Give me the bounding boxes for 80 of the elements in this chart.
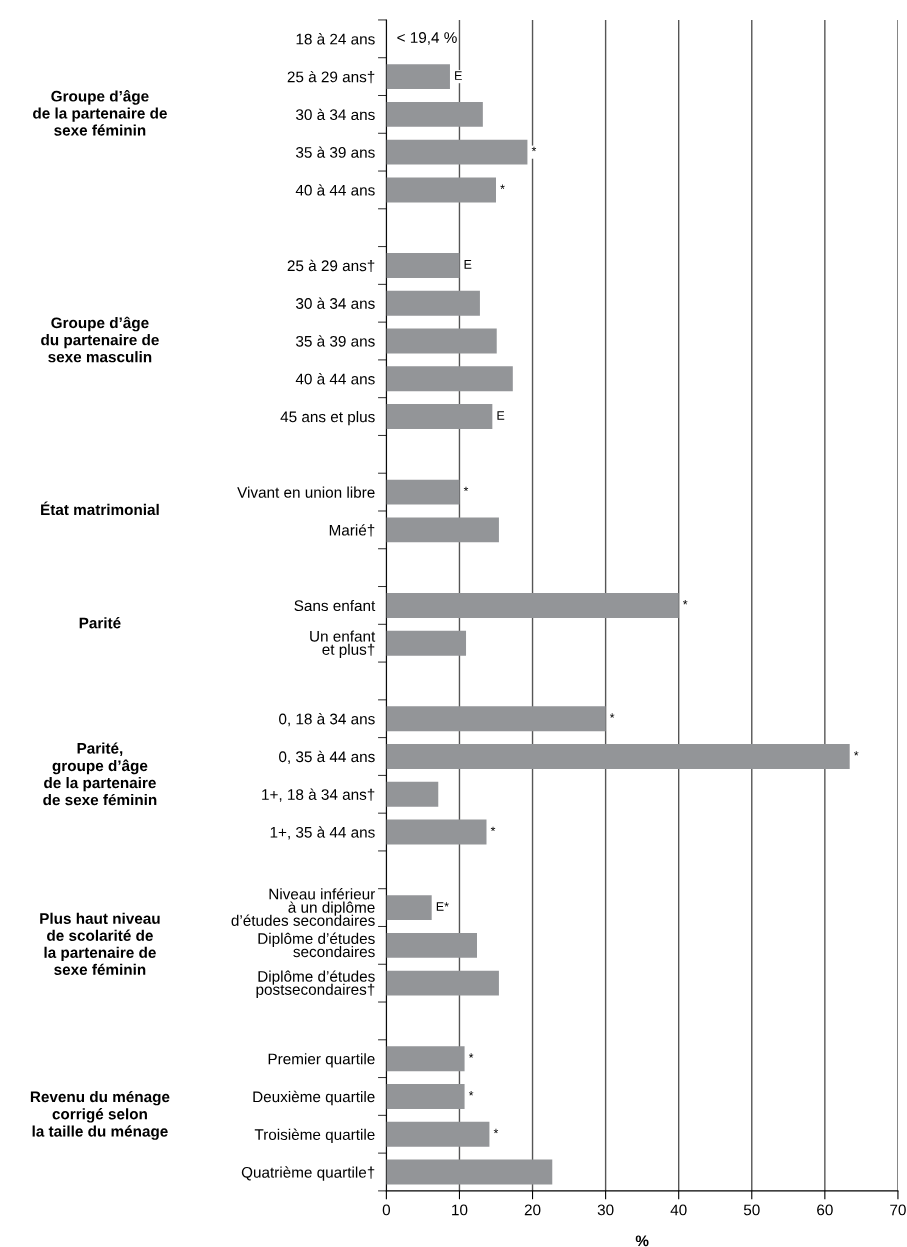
y-tick-label: 0, 35 à 44 ans [279,750,375,764]
y-tick-label: 35 à 39 ans [296,335,375,347]
data-label: * [490,826,496,832]
data-label: * [609,713,615,718]
y-tick-label: 35 à 39 ans [296,146,375,158]
data-label: E [464,260,472,269]
text: Groupe d’âge du partenaire de sexe masculin [41,316,159,363]
data-label: * [468,1091,474,1096]
bar [386,139,528,165]
y-tick-label: 0, 18 à 34 ans [279,713,375,727]
text: Plus haut niveau de scolarité de la partenaire de sexe féminin [40,912,160,975]
bar [386,366,513,392]
y-tick-label: Niveau inférieur à un diplôme d’études secondaires [231,888,376,926]
data-label: E [497,411,505,420]
y-tick-label: 40 à 44 ans [295,184,375,196]
y-tick-label: 1+, 35 à 44 ans [270,826,375,840]
text: Revenu du ménage corrigé selon la taille du ménage [30,1090,170,1140]
text: < 19,4 % [397,32,457,45]
y-tick-label: 30 à 34 ans [296,297,375,309]
y-tick-label: Diplôme d’études secondaires [258,932,375,958]
data-label: * [463,486,469,492]
bar [386,328,497,354]
y-tick-label: Diplôme d’études postsecondaires† [256,970,375,998]
bar [386,1046,465,1072]
x-tick-label: 0 [382,1204,391,1216]
x-tick-label: 30 [597,1204,614,1216]
x-tick-label: 40 [670,1204,687,1216]
y-tick-label: Marié† [329,524,375,537]
y-tick-label: 25 à 29 ans† [287,70,375,84]
text: Parité, groupe d’âge de la partenaire de sexe féminin [43,742,157,806]
y-tick-label: 40 à 44 ans [295,373,375,385]
bar [386,101,483,127]
y-tick-label: 18 à 24 ans [296,33,375,45]
y-tick-label: 30 à 34 ans [296,108,375,121]
bar [386,706,606,732]
bar [386,253,460,278]
data-label: E [455,71,462,80]
x-tick-label: 10 [452,1204,468,1216]
x-axis-title: % [635,1235,649,1247]
data-label: * [468,1053,474,1058]
bar [386,1121,490,1147]
bar [386,1083,465,1109]
x-tick-label: 60 [817,1204,833,1216]
data-label: E* [436,902,449,911]
y-tick-label: Deuxième quartile [253,1090,375,1106]
bar [386,479,460,505]
x-tick-label: 20 [524,1204,541,1216]
y-tick-label: Sans enfant [294,599,376,612]
text: État matrimonial [41,501,159,516]
y-tick-label: Un enfant et plus† [310,630,376,658]
y-tick-label: Quatrième quartile† [241,1166,375,1181]
x-tick-label: 50 [743,1204,760,1216]
bar [386,895,432,921]
x-tick-label: 70 [890,1204,906,1216]
text: Parité [79,617,121,629]
bar [386,932,477,958]
text: Groupe d’âge de la partenaire de sexe féminin [33,90,167,136]
bar [386,404,493,430]
bar [386,781,439,807]
bar [386,744,850,769]
bar [386,64,450,90]
y-tick-label: Premier quartile [268,1053,375,1068]
bar [386,290,480,316]
data-label: * [682,600,688,605]
y-tick-label: Vivant en union libre [237,486,375,498]
bar [386,177,496,203]
bar [386,1159,553,1185]
data-label: * [531,146,537,152]
bar [386,970,499,996]
bar [386,517,499,543]
y-tick-label: 25 à 29 ans† [287,259,375,273]
data-label: * [500,184,505,189]
data-label: * [853,751,859,756]
y-tick-label: Troisième quartile [254,1128,375,1144]
bar [386,592,679,618]
data-label: * [493,1128,499,1134]
bar [386,819,487,845]
y-tick-label: 45 ans et plus [280,411,375,426]
y-tick-label: 1+, 18 à 34 ans† [262,788,375,802]
bar [386,630,467,656]
